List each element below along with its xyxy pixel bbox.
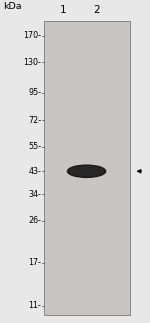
Text: 95-: 95- [28,89,41,98]
Text: 1: 1 [60,5,66,15]
Text: 26-: 26- [28,216,41,225]
Text: 55-: 55- [28,142,41,151]
Text: 170-: 170- [23,31,41,40]
Text: 72-: 72- [28,116,41,125]
Text: 43-: 43- [28,167,41,176]
Text: 130-: 130- [23,57,41,67]
Text: 2: 2 [93,5,100,15]
Bar [44,21,130,315]
Text: 11-: 11- [28,301,41,310]
Ellipse shape [68,165,106,177]
Text: 34-: 34- [28,190,41,199]
Text: kDa: kDa [3,2,22,11]
Text: 17-: 17- [28,258,41,267]
